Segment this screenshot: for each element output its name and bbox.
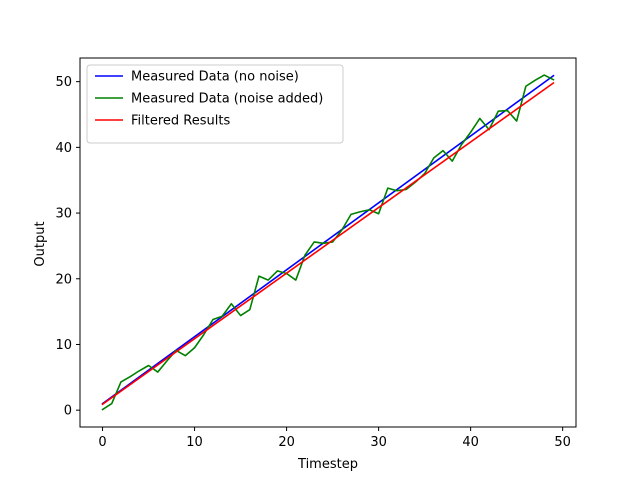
ticks-layer: 0 10 20 30 40 50 0 10 20 30 40 50: [55, 75, 570, 450]
y-tick-label: 20: [55, 272, 72, 287]
x-tick-label: 20: [278, 435, 295, 450]
y-tick-label: 10: [55, 338, 72, 353]
x-tick-label: 50: [554, 435, 571, 450]
series-line-3: [101, 81, 555, 406]
x-tick-label: 40: [462, 435, 479, 450]
y-tick-label: 0: [64, 404, 72, 419]
legend-label-3: Filtered Results: [131, 114, 230, 129]
legend-box: [86, 64, 344, 144]
x-tick-label: 0: [98, 435, 106, 450]
legend-label-2: Measured Data (noise added): [131, 92, 323, 107]
series-line-1: [101, 74, 555, 405]
x-tick-label: 30: [370, 435, 387, 450]
y-axis-label: Output: [33, 221, 48, 266]
plot-border: [79, 57, 577, 428]
y-tick-label: 30: [55, 207, 72, 222]
axes-frame: [79, 57, 577, 428]
x-axis-label: Timestep: [297, 457, 358, 472]
series-layer: [101, 74, 555, 411]
x-tick-label: 10: [186, 435, 203, 450]
legend-label-1: Measured Data (no noise): [131, 70, 299, 85]
legend: Measured Data (no noise) Measured Data (n…: [86, 64, 344, 144]
y-tick-label: 50: [55, 75, 72, 90]
y-tick-label: 40: [55, 141, 72, 156]
